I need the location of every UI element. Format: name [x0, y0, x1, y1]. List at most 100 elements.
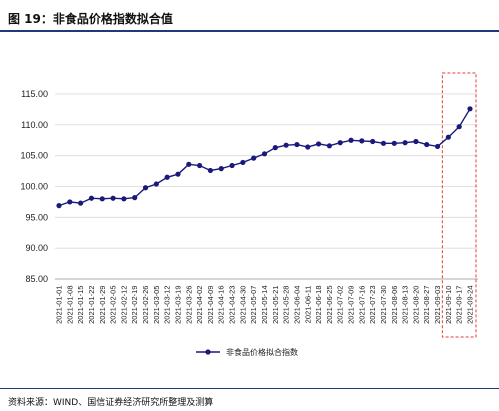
- series-path: [58, 108, 471, 207]
- x-tick-label: 2021-09-03: [433, 286, 442, 324]
- highlight-box: [441, 72, 477, 338]
- title-rule: [0, 30, 499, 32]
- y-tick-label: 105.00: [20, 151, 48, 161]
- x-axis: 2021-01-01 2021-01-08 2021-01-15 2021-01-22…: [55, 278, 478, 324]
- data-point: [261, 151, 268, 157]
- data-point: [197, 162, 203, 169]
- x-tick-label: 2021-07-23: [368, 286, 377, 324]
- data-point: [186, 161, 192, 167]
- x-tick-label: 2021-03-12: [163, 286, 172, 324]
- x-tick-label: 2021-09-17: [455, 286, 464, 324]
- data-point: [88, 195, 95, 201]
- data-point: [315, 141, 322, 147]
- data-point: [424, 141, 430, 148]
- data-point: [132, 195, 138, 201]
- x-tick-label: 2021-08-13: [401, 286, 410, 324]
- data-point: [348, 137, 354, 143]
- data-point: [142, 185, 149, 191]
- x-tick-label: 2021-06-04: [292, 286, 301, 324]
- x-tick-label: 2021-05-14: [260, 286, 269, 324]
- data-point: [218, 166, 224, 172]
- y-tick-label: 115.00: [21, 89, 48, 99]
- x-tick-label: 2021-01-29: [98, 286, 107, 324]
- x-tick-label: 2021-03-05: [152, 286, 161, 324]
- x-tick-label: 2021-02-05: [109, 286, 118, 324]
- x-tick-label: 2021-01-08: [65, 286, 74, 324]
- series-line: [56, 106, 473, 209]
- x-tick-label: 2021-01-22: [87, 286, 96, 324]
- x-tick-label: 2021-04-30: [238, 286, 247, 324]
- data-point: [456, 124, 462, 130]
- data-point: [305, 144, 311, 150]
- line-chart: 85.0090.0095.00100.00105.00110.00115.00 …: [20, 72, 478, 357]
- x-tick-label: 2021-08-27: [422, 286, 431, 324]
- data-point: [467, 106, 473, 112]
- data-point: [121, 196, 127, 202]
- x-tick-label: 2021-01-15: [76, 286, 85, 324]
- y-tick-label: 100.00: [20, 182, 48, 192]
- x-tick-label: 2021-05-28: [282, 286, 291, 324]
- data-point: [67, 199, 73, 205]
- data-point: [283, 142, 289, 148]
- data-point: [413, 138, 419, 145]
- x-tick-label: 2021-08-20: [411, 286, 420, 324]
- data-point: [359, 138, 365, 144]
- data-point: [380, 140, 387, 146]
- data-point: [56, 203, 62, 209]
- x-tick-label: 2021-03-19: [173, 286, 182, 324]
- data-point: [391, 140, 397, 146]
- data-point: [207, 167, 214, 174]
- x-tick-label: 2021-07-09: [347, 286, 356, 324]
- x-tick-label: 2021-08-06: [390, 286, 399, 324]
- data-point: [78, 200, 84, 206]
- grid-lines: [55, 93, 478, 280]
- y-tick-label: 90.00: [25, 243, 48, 253]
- data-point: [294, 141, 300, 148]
- legend: 非食品价格拟合指数: [196, 347, 298, 357]
- legend-label: 非食品价格拟合指数: [226, 347, 298, 357]
- data-point: [272, 145, 278, 151]
- data-point: [370, 138, 376, 145]
- x-tick-label: 2021-07-02: [336, 286, 345, 324]
- footer-rule: [0, 388, 499, 389]
- x-tick-label: 2021-03-26: [184, 286, 193, 324]
- data-point: [326, 143, 332, 149]
- data-point: [240, 159, 246, 166]
- source-note: 资料来源：WIND、国信证券经济研究所整理及测算: [8, 398, 214, 408]
- x-tick-label: 2021-06-25: [325, 286, 334, 324]
- x-tick-label: 2021-04-02: [195, 286, 204, 324]
- x-tick-label: 2021-09-10: [444, 286, 453, 324]
- x-tick-label: 2021-05-07: [249, 286, 258, 324]
- y-tick-label: 85.00: [25, 274, 48, 284]
- data-point: [251, 155, 257, 161]
- y-tick-label: 110.00: [21, 120, 48, 130]
- highlight-rect: [441, 72, 477, 338]
- x-tick-label: 2021-05-21: [271, 286, 280, 324]
- data-point: [110, 195, 116, 201]
- chart-title: 图 19：非食品价格指数拟合值: [8, 12, 173, 26]
- x-tick-label: 2021-09-24: [466, 286, 475, 324]
- x-tick-label: 2021-07-16: [357, 286, 366, 324]
- legend-marker: [205, 349, 211, 355]
- x-tick-label: 2021-04-09: [206, 286, 215, 324]
- data-point: [434, 143, 441, 150]
- data-point: [402, 140, 408, 146]
- data-point: [175, 171, 181, 177]
- data-point: [99, 196, 105, 202]
- x-tick-label: 2021-02-12: [119, 286, 128, 324]
- x-tick-label: 2021-04-16: [217, 286, 226, 324]
- data-point: [229, 162, 235, 169]
- y-axis: 85.00 90.00 95.00 100.00 105.00 110.00 115.00: [20, 89, 48, 284]
- x-tick-label: 2021-02-26: [141, 286, 150, 324]
- data-point: [337, 140, 343, 146]
- data-point: [164, 174, 170, 180]
- x-tick-label: 2021-01-01: [55, 286, 64, 324]
- x-tick-label: 2021-06-18: [314, 286, 323, 324]
- x-tick-label: 2021-07-30: [379, 286, 388, 324]
- x-tick-label: 2021-06-11: [303, 286, 312, 324]
- y-tick-label: 95.00: [25, 212, 48, 222]
- x-tick-label: 2021-04-23: [228, 286, 237, 324]
- x-tick-label: 2021-02-19: [130, 286, 139, 324]
- data-point: [445, 134, 451, 140]
- data-point: [153, 181, 159, 187]
